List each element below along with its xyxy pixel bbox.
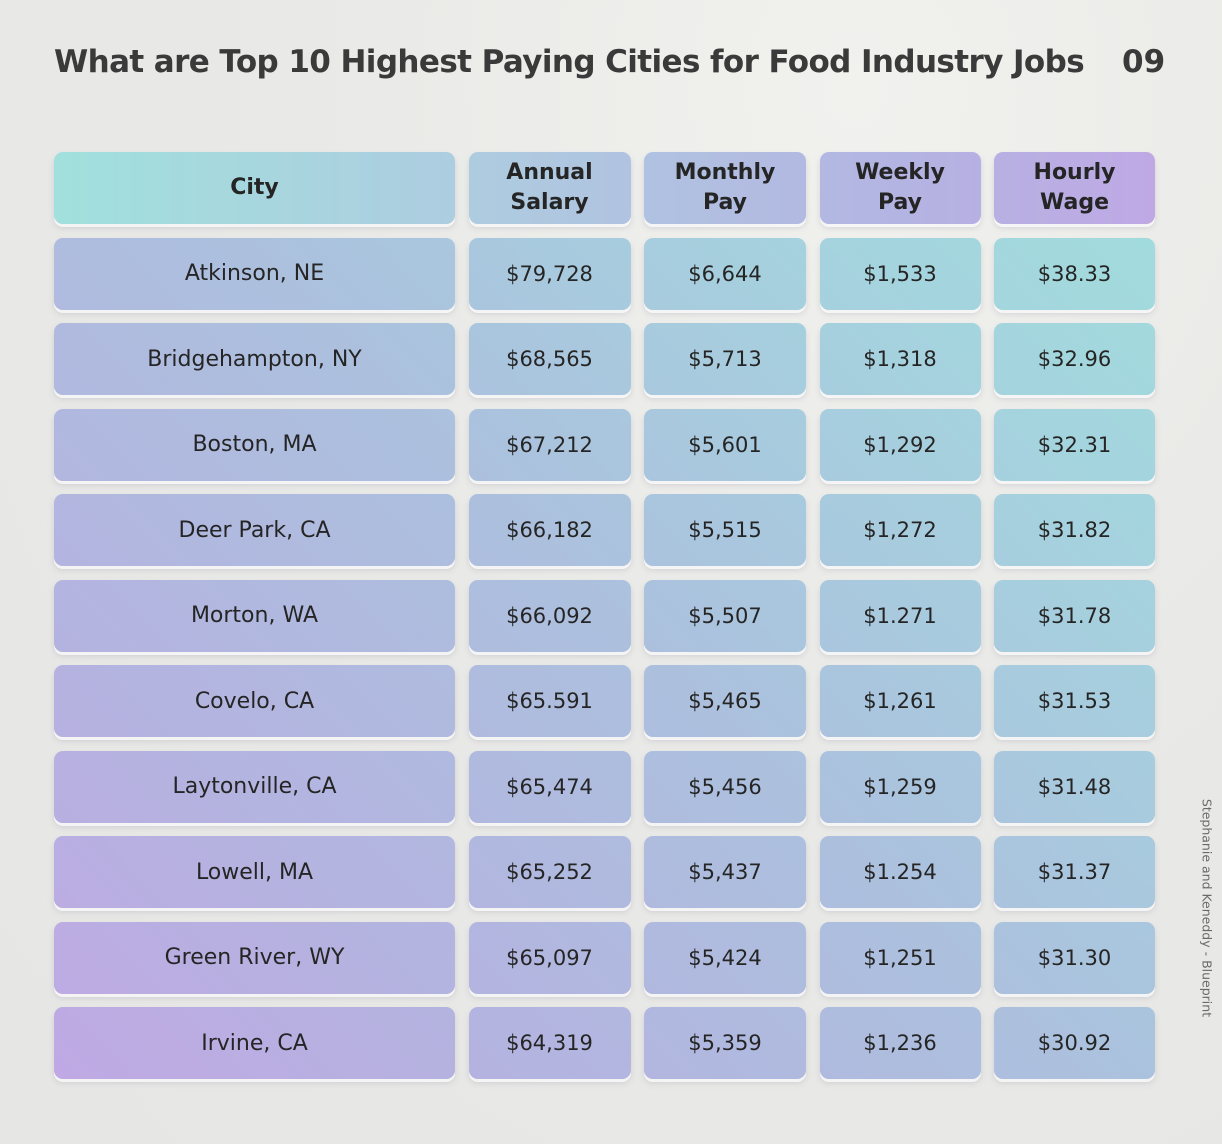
table-cell-monthly-pay: $5,507 [644,579,806,652]
table-cell-annual-salary: $64,319 [468,1007,631,1079]
table-cell-monthly-pay: $6,644 [644,237,806,310]
table-cell-annual-salary: $68,565 [468,323,631,395]
column-header-label: City [230,175,279,200]
page-number: 09 [1122,44,1166,80]
column-header-label: Weekly Pay [855,160,945,215]
table-cell-city: Deer Park, CA [54,494,455,566]
table-cell-annual-salary: $65,252 [468,836,631,908]
table-cell-annual-salary: $65,097 [468,921,631,994]
column-header-annual-salary: Annual Salary [468,152,631,224]
table-cell-monthly-pay: $5,601 [644,408,806,481]
table-cell-city: Irvine, CA [54,1007,455,1079]
table-cell-annual-salary: $65,474 [468,750,631,823]
table-cell-monthly-pay: $5,424 [644,921,806,994]
table-cell-city: Morton, WA [54,579,455,652]
table-cell-city: Green River, WY [54,921,455,994]
table-cell-weekly-pay: $1,259 [819,750,981,823]
column-header-hourly-wage: Hourly Wage [994,152,1155,224]
table-cell-hourly-wage: $31.78 [994,579,1155,652]
table-cell-city: Boston, MA [54,408,455,481]
table-cell-monthly-pay: $5,465 [644,665,806,737]
table-cell-city: Lowell, MA [54,836,455,908]
table-cell-weekly-pay: $1,533 [819,237,981,310]
table-cell-annual-salary: $66,092 [468,579,631,652]
table-cell-annual-salary: $79,728 [468,237,631,310]
table-cell-weekly-pay: $1,261 [819,665,981,737]
table-cell-city: Bridgehampton, NY [54,323,455,395]
table-cell-hourly-wage: $31.82 [994,494,1155,566]
table-cell-weekly-pay: $1,272 [819,494,981,566]
table-cell-hourly-wage: $31.37 [994,836,1155,908]
table-cell-city: Covelo, CA [54,665,455,737]
column-header-label: Hourly Wage [1033,160,1116,215]
table-cell-hourly-wage: $30.92 [994,1007,1155,1079]
column-header-monthly-pay: Monthly Pay [644,152,806,224]
table-cell-weekly-pay: $1.271 [819,579,981,652]
page-title: What are Top 10 Highest Paying Cities fo… [54,44,1085,80]
table-cell-monthly-pay: $5,359 [644,1007,806,1079]
table-cell-annual-salary: $67,212 [468,408,631,481]
column-header-city: City [54,152,455,224]
table-cell-weekly-pay: $1.254 [819,836,981,908]
table-cell-hourly-wage: $32.31 [994,408,1155,481]
column-header-label: Monthly Pay [674,160,776,215]
table-cell-hourly-wage: $31.53 [994,665,1155,737]
table-cell-weekly-pay: $1,292 [819,408,981,481]
credit-text: Stephanie and Keneddy - Blueprint [1199,798,1215,1018]
table-cell-monthly-pay: $5,437 [644,836,806,908]
column-header-label: Annual Salary [506,160,593,215]
table-cell-monthly-pay: $5,713 [644,323,806,395]
table-cell-weekly-pay: $1,251 [819,921,981,994]
table-cell-hourly-wage: $31.48 [994,750,1155,823]
table-cell-hourly-wage: $38.33 [994,237,1155,310]
table-cell-monthly-pay: $5,515 [644,494,806,566]
table-cell-city: Atkinson, NE [54,237,455,310]
table-cell-hourly-wage: $31.30 [994,921,1155,994]
table-cell-hourly-wage: $32.96 [994,323,1155,395]
table-cell-city: Laytonville, CA [54,750,455,823]
table-cell-weekly-pay: $1,236 [819,1007,981,1079]
salary-table: City Annual Salary Monthly Pay Weekly Pay Ho… [54,152,1155,1079]
column-header-weekly-pay: Weekly Pay [819,152,981,224]
table-cell-annual-salary: $65.591 [468,665,631,737]
table-cell-monthly-pay: $5,456 [644,750,806,823]
table-cell-annual-salary: $66,182 [468,494,631,566]
table-cell-weekly-pay: $1,318 [819,323,981,395]
